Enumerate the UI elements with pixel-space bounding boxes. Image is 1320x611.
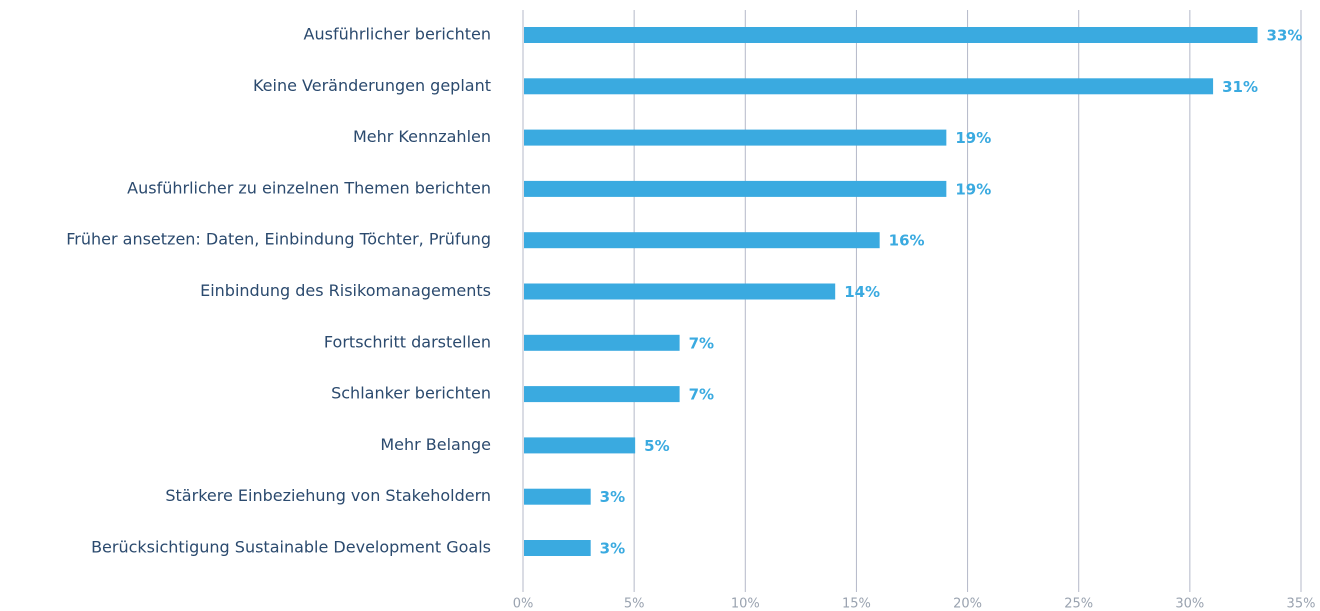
category-label: Früher ansetzen: Daten, Einbindung Töcht… (66, 230, 491, 249)
category-label: Ausführlicher berichten (304, 25, 491, 44)
value-label: 7% (689, 334, 714, 352)
value-label: 3% (600, 540, 625, 558)
value-label: 19% (955, 180, 991, 198)
bar (524, 232, 880, 249)
bar (524, 180, 947, 197)
value-label: 7% (689, 386, 714, 404)
value-label: 19% (955, 129, 991, 147)
x-tick-label: 15% (842, 597, 871, 611)
bar (524, 540, 591, 556)
value-label: 31% (1222, 78, 1258, 96)
bar (524, 78, 1214, 95)
category-label: Keine Veränderungen geplant (253, 76, 491, 95)
category-label: Mehr Kennzahlen (353, 127, 491, 146)
bar (524, 488, 591, 505)
bar (524, 129, 947, 146)
value-label: 16% (889, 232, 925, 250)
value-label: 5% (644, 437, 669, 455)
value-label: 3% (600, 488, 625, 506)
category-label: Mehr Belange (380, 435, 491, 454)
category-label: Schlanker berichten (331, 384, 491, 403)
bar (524, 27, 1258, 43)
category-label: Einbindung des Risikomanagements (200, 281, 491, 300)
x-tick-label: 25% (1064, 597, 1093, 611)
x-tick-label: 35% (1287, 597, 1316, 611)
x-tick-label: 30% (1175, 597, 1204, 611)
x-tick-label: 0% (513, 597, 534, 611)
x-tick-label: 10% (731, 597, 760, 611)
category-label: Stärkere Einbeziehung von Stakeholdern (165, 486, 491, 505)
bar (524, 283, 836, 300)
category-label: Ausführlicher zu einzelnen Themen berich… (127, 178, 491, 197)
x-tick-label: 5% (624, 597, 645, 611)
x-tick-label: 20% (953, 597, 982, 611)
value-label: 14% (844, 283, 880, 301)
category-label: Fortschritt darstellen (324, 332, 491, 351)
category-label: Berücksichtigung Sustainable Development… (91, 538, 491, 557)
bar (524, 437, 636, 454)
bar (524, 386, 680, 403)
bar (524, 334, 680, 351)
value-label: 33% (1267, 27, 1303, 45)
